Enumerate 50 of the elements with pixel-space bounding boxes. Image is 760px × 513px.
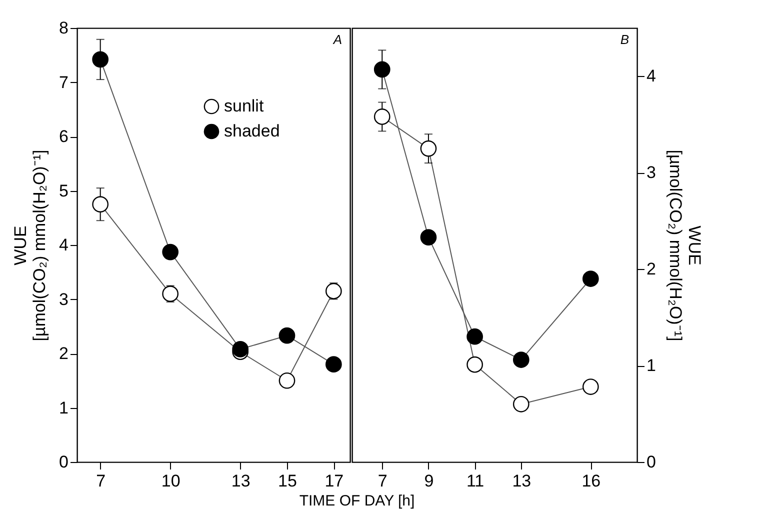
point <box>162 286 179 302</box>
x-tick-label: 13 <box>512 472 532 490</box>
y-tick-label: 0 <box>59 452 68 472</box>
x-axis-title: TIME OF DAY [h] <box>299 492 415 510</box>
point <box>162 244 179 260</box>
point <box>466 328 483 345</box>
y-tick-label: 3 <box>646 163 656 182</box>
point <box>278 372 296 389</box>
x-tick-label: 15 <box>278 472 297 490</box>
y-tick-label: 2 <box>59 344 68 363</box>
y-tick-label: 6 <box>59 127 68 146</box>
point <box>420 229 437 246</box>
y-tick-label: 0 <box>646 452 656 472</box>
y-tick-label: 5 <box>59 181 68 200</box>
y-tick-label: 1 <box>59 398 68 418</box>
y-tick-label: 8 <box>59 18 68 38</box>
point <box>325 356 342 373</box>
point <box>582 378 599 395</box>
x-tick-label: 13 <box>231 472 250 490</box>
y-tick-label: 2 <box>646 260 656 279</box>
point <box>92 51 109 68</box>
point <box>92 196 109 212</box>
point <box>512 352 530 368</box>
annotation: B <box>620 32 630 47</box>
x-tick-label: 9 <box>424 472 434 490</box>
x-tick-label: 17 <box>324 472 344 490</box>
y-tick-label: 4 <box>59 236 68 254</box>
y-tick-label: 1 <box>646 356 656 376</box>
point <box>420 140 437 157</box>
point <box>325 282 342 300</box>
x-tick-label: 7 <box>96 472 106 490</box>
x-tick-label: 10 <box>161 472 180 490</box>
x-tick-label: 11 <box>466 472 484 490</box>
point <box>512 396 530 412</box>
x-tick-label: 7 <box>378 472 388 490</box>
y-axis-title: WUE [µmol(CO₂) mmol(H₂O)⁻¹] <box>11 150 50 342</box>
legend-label: sunlit <box>224 96 264 116</box>
legend-label: shaded <box>224 122 280 140</box>
point <box>374 61 390 78</box>
y-tick-label: 4 <box>646 66 656 86</box>
point <box>374 108 390 125</box>
point <box>278 327 296 344</box>
y-tick-label: 3 <box>59 290 68 309</box>
annotation: A <box>332 32 342 47</box>
point <box>232 340 249 358</box>
point <box>582 270 599 287</box>
y-tick-label: 7 <box>59 72 68 92</box>
y-axis-title: WUE [µmol(CO₂) mmol(H₂O)⁻¹] <box>666 150 704 342</box>
point <box>466 356 483 373</box>
x-tick-label: 16 <box>582 472 601 490</box>
